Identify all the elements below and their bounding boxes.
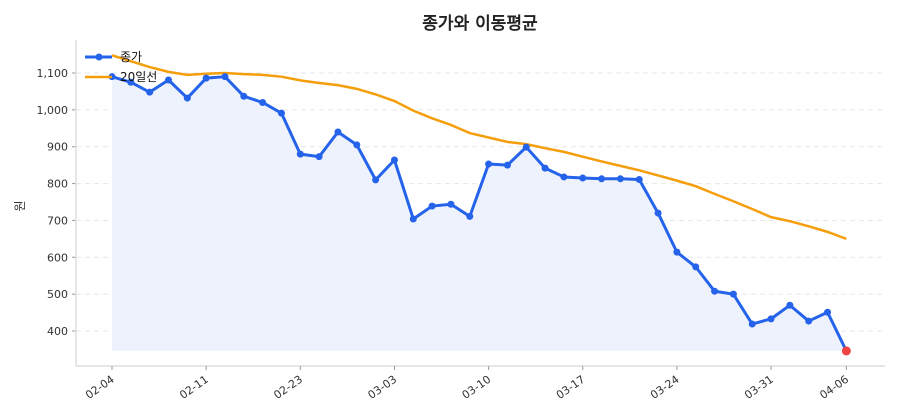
close-point <box>711 287 719 295</box>
close-point <box>654 209 662 217</box>
x-tick-label: 03-31 <box>742 373 776 402</box>
close-point <box>127 78 135 86</box>
close-point <box>428 202 436 210</box>
close-point <box>503 161 511 169</box>
close-point <box>579 174 587 182</box>
chart-title: 종가와 이동평균 <box>422 14 538 34</box>
close-point <box>692 263 700 271</box>
x-tick-label: 04-06 <box>817 373 851 402</box>
close-point <box>560 173 568 181</box>
close-point <box>296 150 304 158</box>
legend-close-marker <box>95 53 103 61</box>
close-point <box>673 248 681 256</box>
close-point <box>466 212 474 220</box>
close-point <box>635 176 643 184</box>
y-tick-label: 400 <box>47 325 68 338</box>
legend: 종가 20일선 <box>85 50 157 84</box>
close-point <box>259 98 267 106</box>
x-tick-label: 03-24 <box>648 373 682 402</box>
y-tick-label: 800 <box>47 178 68 191</box>
close-point <box>390 156 398 164</box>
close-point <box>409 215 417 223</box>
close-point <box>767 315 775 323</box>
close-point <box>277 109 285 117</box>
close-point <box>447 200 455 208</box>
x-tick-label: 02-11 <box>177 373 211 402</box>
close-point <box>202 74 210 82</box>
close-point <box>824 308 832 316</box>
y-tick-label: 500 <box>47 288 68 301</box>
y-tick-label: 700 <box>47 214 68 227</box>
y-axis-label: 원 <box>13 200 27 211</box>
close-point <box>183 94 191 102</box>
y-tick-label: 900 <box>47 141 68 154</box>
close-point <box>805 317 813 325</box>
legend-close-label: 종가 <box>120 50 142 64</box>
close-area-fill <box>112 76 847 351</box>
close-line <box>111 75 848 352</box>
close-point <box>598 175 606 183</box>
legend-ma20-label: 20일선 <box>120 70 157 84</box>
x-tick-label: 03-17 <box>554 373 588 402</box>
y-tick-label: 600 <box>47 251 68 264</box>
x-tick-label: 02-23 <box>271 373 305 402</box>
x-tick-label: 02-04 <box>83 373 117 402</box>
close-point <box>240 92 248 100</box>
ma20-line <box>111 54 847 241</box>
close-point <box>485 160 493 168</box>
close-point <box>315 153 323 161</box>
last-close-point <box>841 346 851 356</box>
close-point <box>541 164 549 172</box>
close-point <box>372 176 380 184</box>
y-tick-label: 1,100 <box>37 67 69 80</box>
x-tick-label: 03-03 <box>366 373 400 402</box>
close-point <box>353 141 361 149</box>
close-point <box>334 128 342 136</box>
close-point <box>164 76 172 84</box>
y-tick-label: 1,000 <box>37 104 69 117</box>
close-point <box>146 88 154 96</box>
close-point <box>729 290 737 298</box>
close-point <box>221 73 229 81</box>
close-point <box>748 320 756 328</box>
close-point <box>786 301 794 309</box>
close-point <box>616 175 624 183</box>
x-tick-label: 03-10 <box>460 373 494 402</box>
close-point <box>522 143 530 151</box>
